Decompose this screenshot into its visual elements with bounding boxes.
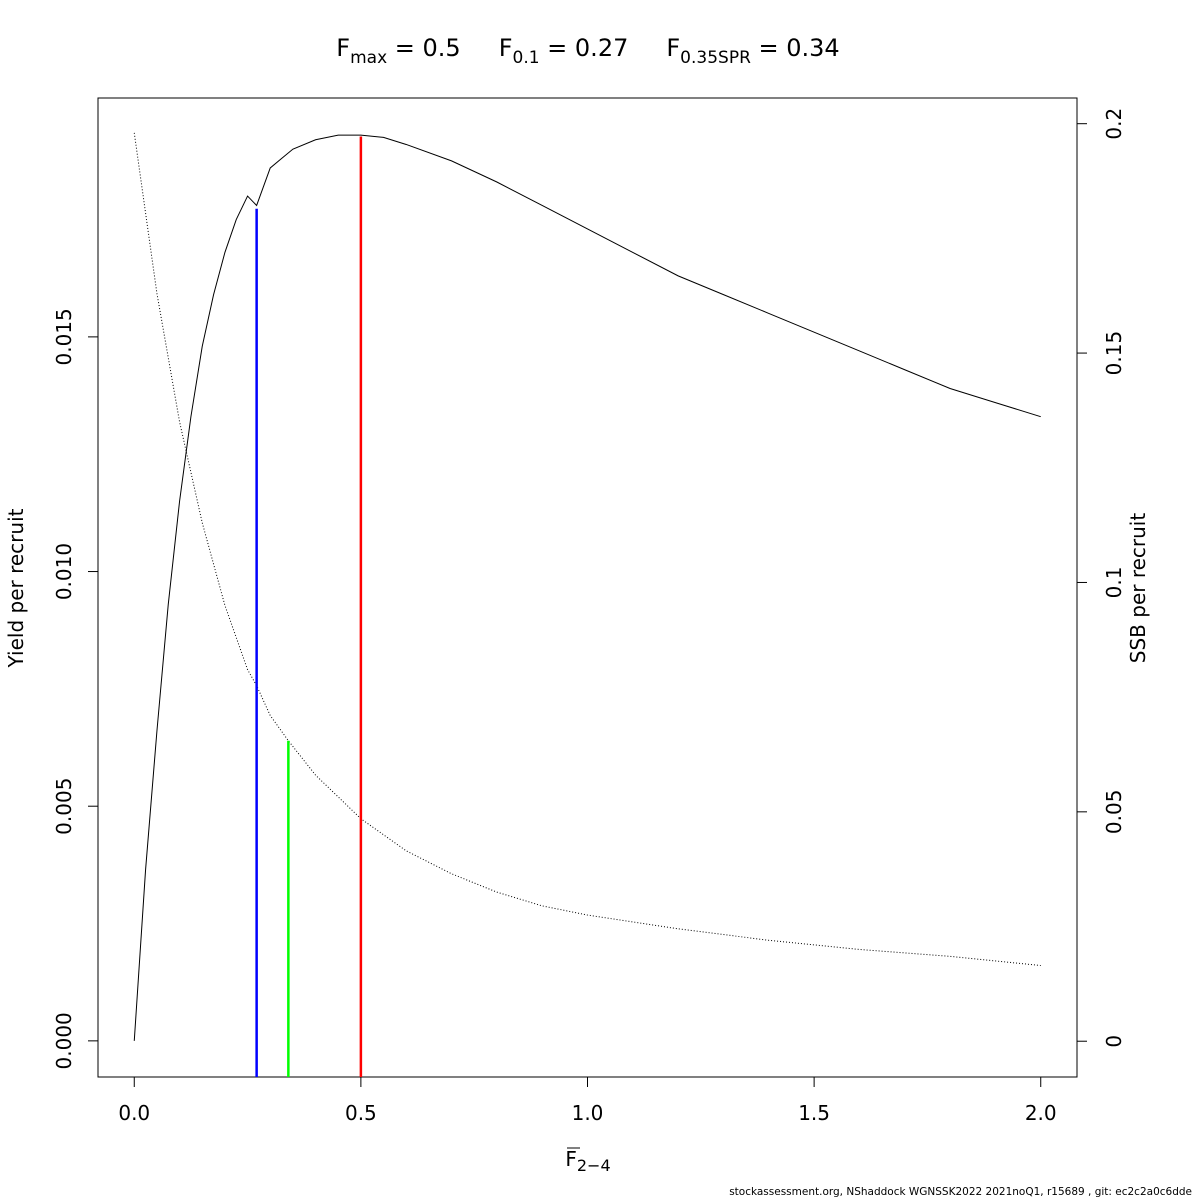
x-tick-label: 1.5 (798, 1101, 830, 1125)
title-term-2-value: = 0.27 (540, 34, 629, 62)
y2-tick-label: 0 (1102, 1035, 1126, 1048)
chart-title: Fmax = 0.5 F0.1 = 0.27 F0.35SPR = 0.34 (336, 34, 839, 68)
title-term-1: F (336, 34, 350, 62)
y-axis-right: 0 0.05 0.1 0.15 0.2 (1077, 108, 1126, 1048)
title-term-3: F (666, 34, 680, 62)
reference-lines (255, 136, 363, 1077)
ssb-per-recruit-line (133, 132, 1041, 967)
y-axis-left: 0.000 0.005 0.010 0.015 (52, 308, 98, 1069)
title-term-3-value: = 0.34 (751, 34, 840, 62)
y-tick-label: 0.000 (52, 1012, 76, 1069)
plot-frame (97, 97, 1078, 1078)
title-term-2: F (499, 34, 513, 62)
x-tick-label: 2.0 (1025, 1101, 1057, 1125)
y2-tick-label: 0.05 (1102, 790, 1126, 835)
yield-per-recruit-line (133, 134, 1041, 1041)
series-group (133, 132, 1041, 1041)
x-axis-title-subscript: 2−4 (577, 1156, 611, 1175)
x-tick-label: 0.5 (345, 1101, 377, 1125)
y2-tick-label: 0.2 (1102, 108, 1126, 140)
x-tick-label: 0.0 (118, 1101, 150, 1125)
y2-tick-label: 0.15 (1102, 331, 1126, 376)
x-axis: 0.0 0.5 1.0 1.5 2.0 (118, 1077, 1057, 1125)
title-term-3-subscript: 0.35SPR (680, 48, 751, 68)
x-axis-title-text: F2−4 (565, 1147, 610, 1175)
y2-axis-title: SSB per recruit (1126, 513, 1150, 664)
x-axis-title: F2−4 (565, 1147, 610, 1175)
title-text: Fmax = 0.5 F0.1 = 0.27 F0.35SPR = 0.34 (336, 34, 839, 68)
footer-note: stockassessment.org, NShaddock WGNSSK202… (729, 1186, 1192, 1198)
y-tick-label: 0.015 (52, 308, 76, 365)
x-axis-title-main: F (565, 1147, 577, 1171)
title-term-1-value: = 0.5 (387, 34, 461, 62)
y-tick-label: 0.010 (52, 543, 76, 600)
title-term-1-subscript: max (350, 48, 387, 68)
x-tick-label: 1.0 (572, 1101, 604, 1125)
y-axis-title: Yield per recruit (4, 508, 28, 668)
y-tick-label: 0.005 (52, 778, 76, 835)
y2-tick-label: 0.1 (1102, 567, 1126, 599)
title-term-2-subscript: 0.1 (513, 48, 540, 68)
